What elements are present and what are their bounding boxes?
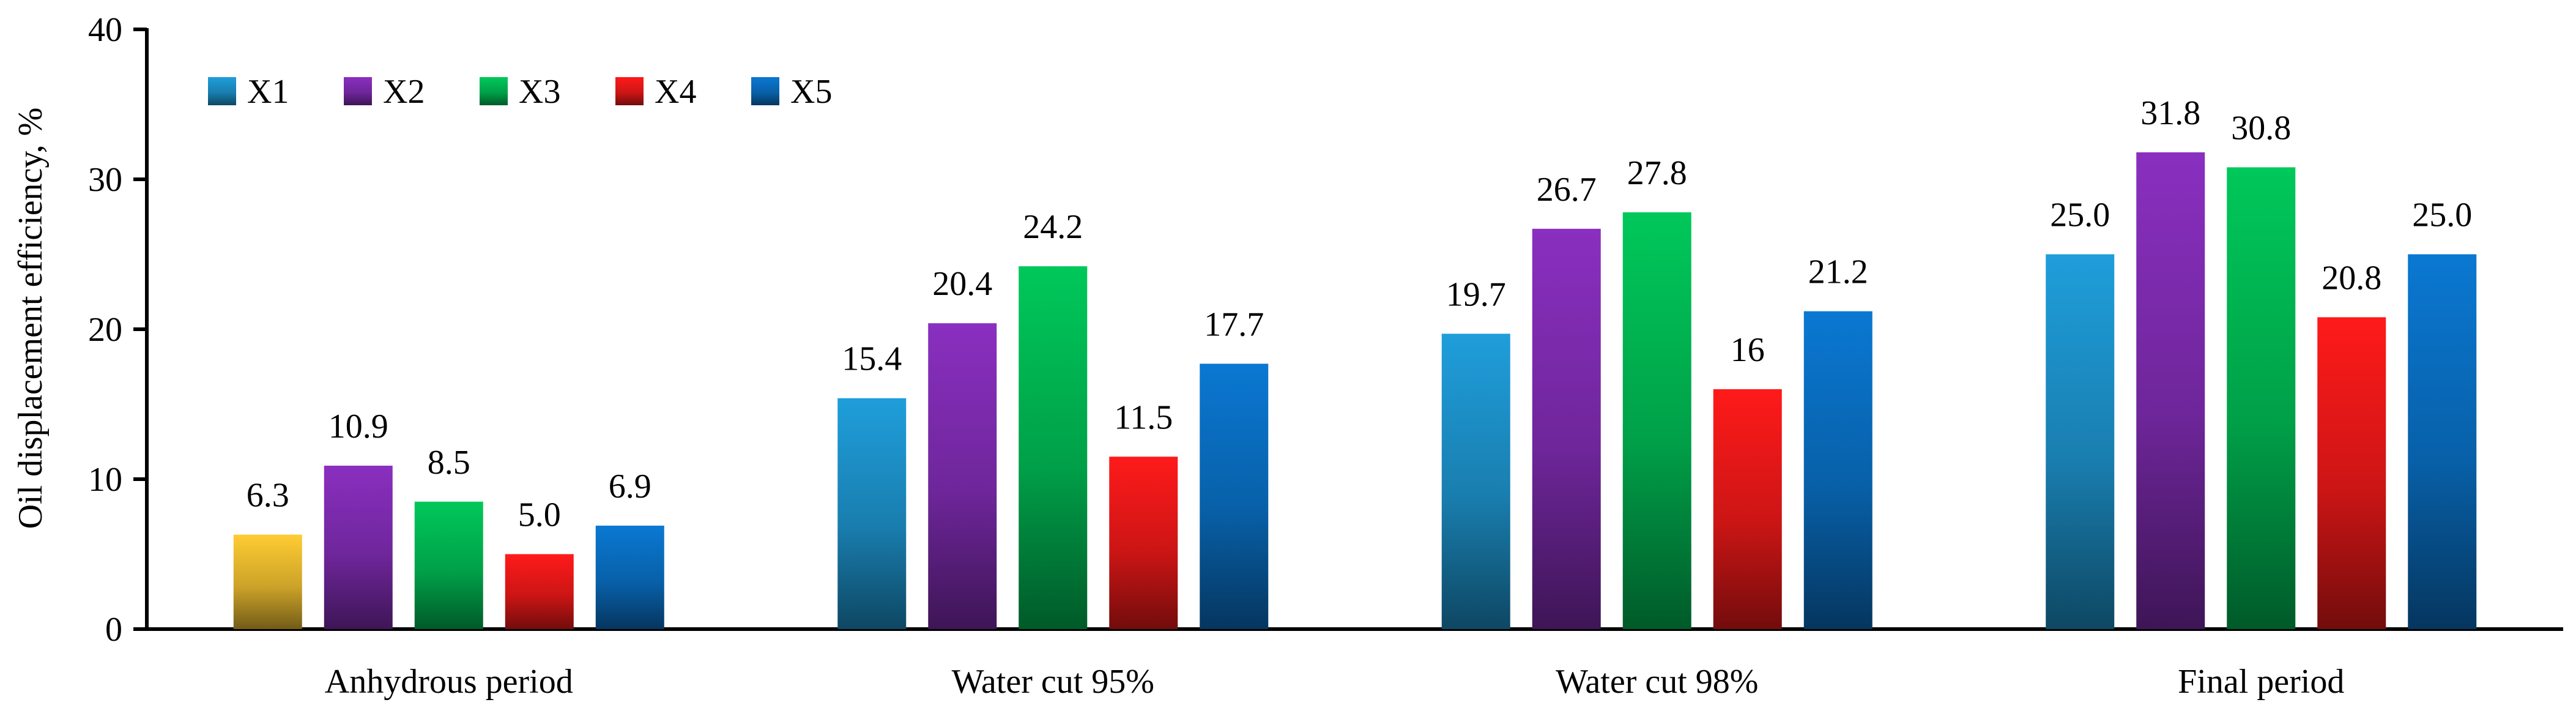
legend-swatch xyxy=(751,77,779,105)
x-category-label: Water cut 95% xyxy=(952,663,1154,701)
legend-item-x2: X2 xyxy=(344,73,425,111)
bar-x2-1 xyxy=(324,465,393,629)
legend-swatch xyxy=(480,77,508,105)
bar-x3-4 xyxy=(2227,167,2296,629)
data-label-x5-2: 17.7 xyxy=(1204,305,1264,343)
bar-x5-1 xyxy=(595,525,664,629)
legend-item-x5: X5 xyxy=(751,73,832,111)
bar-x4-1 xyxy=(505,554,574,629)
y-axis-title: Oil displacement efficiency, % xyxy=(12,108,50,529)
legend-label: X2 xyxy=(383,73,425,111)
bar-x1-1 xyxy=(233,534,302,629)
data-label-x1-2: 15.4 xyxy=(842,340,902,378)
bar-x4-2 xyxy=(1109,457,1178,629)
data-label-x2-3: 26.7 xyxy=(1537,171,1597,209)
data-label-x3-2: 24.2 xyxy=(1023,208,1083,246)
data-label-x4-4: 20.8 xyxy=(2322,259,2381,297)
legend-label: X5 xyxy=(790,73,832,111)
data-label-x2-2: 20.4 xyxy=(932,265,992,303)
bar-x5-2 xyxy=(1200,364,1269,629)
data-label-x1-1: 6.3 xyxy=(247,477,289,515)
bar-x2-3 xyxy=(1532,228,1601,630)
legend-swatch xyxy=(615,77,644,105)
bar-x4-4 xyxy=(2317,317,2386,629)
data-label-x4-2: 11.5 xyxy=(1114,398,1173,436)
data-label-x3-3: 27.8 xyxy=(1627,154,1687,192)
data-label-x1-3: 19.7 xyxy=(1446,275,1506,313)
bar-x1-2 xyxy=(837,398,907,629)
bars xyxy=(233,152,2477,630)
data-label-x3-1: 8.5 xyxy=(428,444,470,482)
data-labels: 6.3 10.9 8.5 5.0 6.9 15.4 20.4 24.2 11.5 17.7 19.7… xyxy=(247,94,2473,534)
legend-swatch xyxy=(208,77,236,105)
data-label-x5-3: 21.2 xyxy=(1808,253,1868,291)
x-category-label: Final period xyxy=(2178,663,2344,701)
data-label-x1-4: 25.0 xyxy=(2050,196,2110,234)
legend-label: X1 xyxy=(247,73,289,111)
legend-label: X4 xyxy=(655,73,696,111)
y-tick-label: 20 xyxy=(88,311,122,349)
bar-x3-3 xyxy=(1622,212,1691,629)
bar-x1-3 xyxy=(1441,334,1510,629)
data-label-x2-1: 10.9 xyxy=(328,408,388,446)
bar-x4-3 xyxy=(1713,389,1782,629)
legend-label: X3 xyxy=(519,73,560,111)
y-tick-label: 10 xyxy=(88,461,122,499)
data-label-x5-1: 6.9 xyxy=(609,468,651,505)
bar-x3-2 xyxy=(1019,266,1088,630)
legend: X1 X2 X3 X4 X5 xyxy=(208,73,832,111)
legend-item-x1: X1 xyxy=(208,73,289,111)
x-category-label: Water cut 98% xyxy=(1556,663,1758,701)
legend-item-x3: X3 xyxy=(480,73,560,111)
bar-x3-1 xyxy=(414,501,483,629)
bar-x2-4 xyxy=(2136,152,2205,629)
data-label-x4-1: 5.0 xyxy=(518,496,561,534)
data-label-x4-3: 16 xyxy=(1731,331,1765,369)
legend-swatch xyxy=(344,77,372,105)
bar-x5-3 xyxy=(1803,311,1873,630)
legend-item-x4: X4 xyxy=(615,73,696,111)
y-tick-label: 40 xyxy=(88,11,122,49)
data-label-x3-4: 30.8 xyxy=(2231,109,2291,147)
y-tick-label: 30 xyxy=(88,161,122,199)
data-label-x2-4: 31.8 xyxy=(2140,94,2200,132)
bar-x1-4 xyxy=(2046,254,2115,629)
data-label-x5-4: 25.0 xyxy=(2412,196,2472,234)
bar-x2-2 xyxy=(928,323,997,629)
y-tick-label: 0 xyxy=(105,611,122,649)
x-category-label: Anhydrous period xyxy=(325,663,573,701)
bar-x5-4 xyxy=(2408,254,2477,629)
